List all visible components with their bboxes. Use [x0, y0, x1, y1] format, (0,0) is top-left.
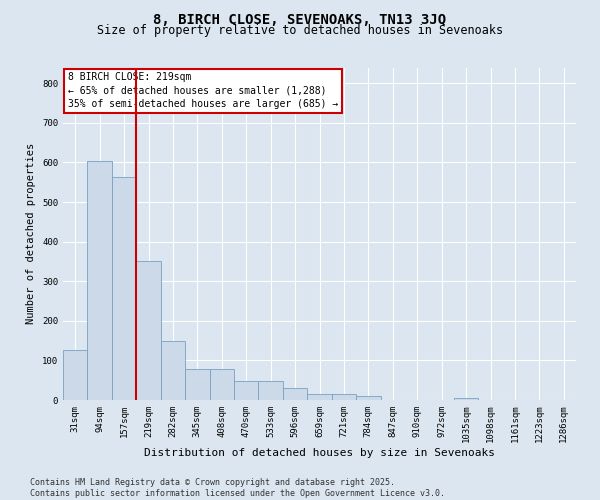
Bar: [283, 388, 307, 400]
Bar: [454, 398, 478, 400]
Text: 8 BIRCH CLOSE: 219sqm
← 65% of detached houses are smaller (1,288)
35% of semi-d: 8 BIRCH CLOSE: 219sqm ← 65% of detached …: [68, 72, 338, 109]
X-axis label: Distribution of detached houses by size in Sevenoaks: Distribution of detached houses by size …: [144, 448, 495, 458]
Bar: [332, 394, 356, 400]
Bar: [161, 340, 185, 400]
Text: Size of property relative to detached houses in Sevenoaks: Size of property relative to detached ho…: [97, 24, 503, 37]
Bar: [209, 369, 234, 400]
Bar: [185, 369, 209, 400]
Bar: [88, 160, 112, 400]
Bar: [136, 262, 161, 400]
Bar: [234, 382, 259, 400]
Y-axis label: Number of detached properties: Number of detached properties: [26, 143, 37, 324]
Bar: [259, 382, 283, 400]
Text: Contains HM Land Registry data © Crown copyright and database right 2025.
Contai: Contains HM Land Registry data © Crown c…: [30, 478, 445, 498]
Bar: [356, 396, 380, 400]
Bar: [112, 177, 136, 400]
Bar: [63, 350, 88, 400]
Text: 8, BIRCH CLOSE, SEVENOAKS, TN13 3JQ: 8, BIRCH CLOSE, SEVENOAKS, TN13 3JQ: [154, 12, 446, 26]
Bar: [307, 394, 332, 400]
